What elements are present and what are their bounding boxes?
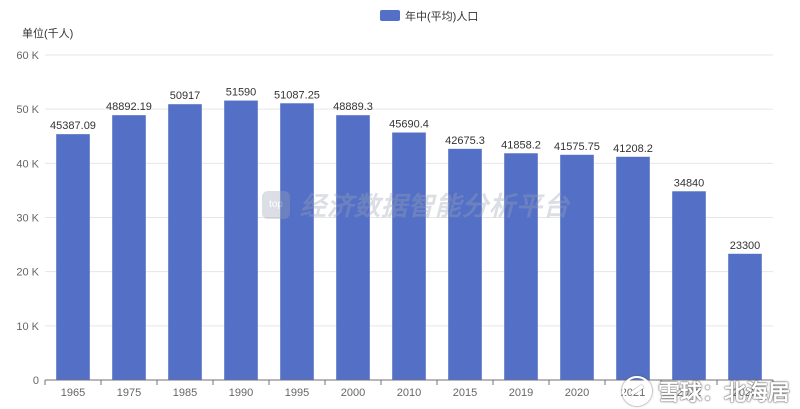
x-tick-label: 2015: [453, 387, 477, 399]
data-label: 48892.19: [106, 101, 152, 113]
bar[interactable]: [336, 115, 370, 381]
bar[interactable]: [672, 191, 706, 380]
y-tick-label: 30 K: [16, 213, 39, 225]
data-label: 51087.25: [274, 89, 320, 101]
y-tick-label: 10 K: [16, 321, 39, 333]
x-tick-label: 2022: [677, 387, 701, 399]
watermark-text: 经济数据智能分析平台: [300, 192, 571, 222]
data-label: 50917: [170, 90, 201, 102]
x-tick-label: 2020: [565, 387, 589, 399]
x-tick-label: 1995: [285, 387, 309, 399]
legend-swatch: [380, 10, 400, 21]
y-tick-label: 20 K: [16, 267, 39, 279]
y-tick-label: 50 K: [16, 104, 39, 116]
y-tick-label: 0: [33, 375, 39, 387]
y-tick-label: 60 K: [16, 50, 39, 62]
data-label: 45387.09: [50, 120, 96, 132]
value-labels: 45387.09 48892.19 50917 51590 51087.25 48889.…: [50, 87, 760, 252]
bar[interactable]: [168, 104, 202, 380]
watermark-logo-icon: top: [262, 190, 290, 219]
x-tick-label: 1990: [229, 387, 253, 399]
legend-label: 年中(平均)人口: [405, 9, 478, 23]
y-unit-label: 单位(千人): [22, 26, 73, 40]
x-tick-label: 2019: [509, 387, 533, 399]
bar[interactable]: [504, 153, 538, 380]
bar[interactable]: [112, 115, 146, 381]
bar[interactable]: [224, 100, 258, 380]
bar[interactable]: [728, 253, 762, 380]
bar[interactable]: [616, 156, 650, 380]
x-tick-label: 1975: [117, 387, 141, 399]
bars: [56, 100, 762, 381]
bar[interactable]: [560, 154, 594, 380]
x-axis: 1965 1975 1985 1990 1995 2000 2010 2015 2019 2020…: [44, 379, 774, 399]
data-label: 51590: [226, 87, 257, 99]
x-tick-label: 1965: [61, 387, 85, 399]
data-label: 41858.2: [501, 139, 541, 151]
x-tick-label: 2000: [341, 387, 365, 399]
bar[interactable]: [280, 103, 314, 380]
x-tick-label: 2010: [397, 387, 421, 399]
x-tick-label: 1985: [173, 387, 197, 399]
bar[interactable]: [392, 132, 426, 380]
legend[interactable]: 年中(平均)人口: [380, 9, 478, 23]
brand-watermark: 雪球：北海居: [621, 375, 790, 407]
data-label: 41208.2: [613, 143, 653, 155]
data-label: 48889.3: [333, 101, 373, 113]
y-tick-label: 40 K: [16, 158, 39, 170]
bar[interactable]: [56, 134, 90, 380]
watermark: top 经济数据智能分析平台: [262, 186, 570, 223]
data-label: 23300: [730, 240, 761, 252]
x-tick-label: 2023: [733, 387, 757, 399]
snowball-logo-icon: [621, 376, 652, 406]
data-label: 45690.4: [389, 119, 429, 131]
data-label: 42675.3: [445, 135, 485, 147]
bar[interactable]: [448, 148, 482, 380]
y-axis: 0 10 K 20 K 30 K 40 K 50 K 60 K: [16, 50, 39, 387]
brand-text: 雪球：北海居: [657, 381, 790, 406]
data-label: 34840: [674, 177, 705, 189]
data-label: 41575.75: [554, 141, 600, 153]
